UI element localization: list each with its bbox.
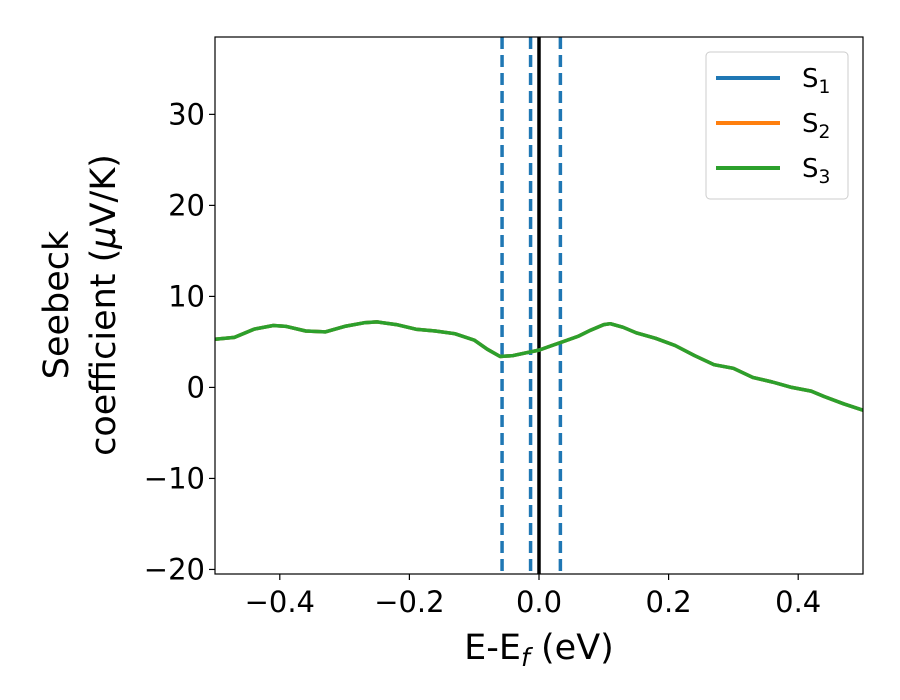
y-tick-label: 0 — [187, 370, 205, 404]
x-tick-label: −0.2 — [374, 585, 444, 619]
y-tick-label: 30 — [168, 97, 205, 131]
y-axis-label: Seebeck coefficient (μV/K) — [37, 154, 124, 456]
y-tick-label: 20 — [168, 188, 205, 222]
series-lines — [215, 320, 863, 412]
x-axis-ticks: −0.4 −0.2 0.0 0.2 0.4 — [245, 574, 821, 619]
y-tick-label: 10 — [168, 279, 205, 313]
legend-label-s2: S2 — [802, 109, 830, 143]
vertical-reference-lines — [500, 37, 563, 574]
legend-box — [705, 51, 849, 200]
x-tick-label: 0.2 — [646, 585, 692, 619]
legend-label-s1: S1 — [802, 64, 830, 98]
series-line-s3 — [215, 320, 863, 412]
y-tick-label: −20 — [144, 552, 205, 586]
legend: S1 S2 S3 — [705, 51, 849, 200]
x-tick-label: 0.4 — [775, 585, 821, 619]
y-axis-ticks: −20 −10 0 10 20 30 — [144, 97, 215, 586]
x-tick-label: 0.0 — [516, 585, 562, 619]
y-axis-label-line2: coefficient (μV/K) — [84, 154, 124, 456]
legend-label-s3: S3 — [802, 154, 830, 188]
y-axis-label-line1: Seebeck — [37, 230, 77, 379]
x-axis-label: E-Ef (eV) — [464, 628, 614, 672]
x-tick-label: −0.4 — [245, 585, 315, 619]
y-tick-label: −10 — [144, 461, 205, 495]
